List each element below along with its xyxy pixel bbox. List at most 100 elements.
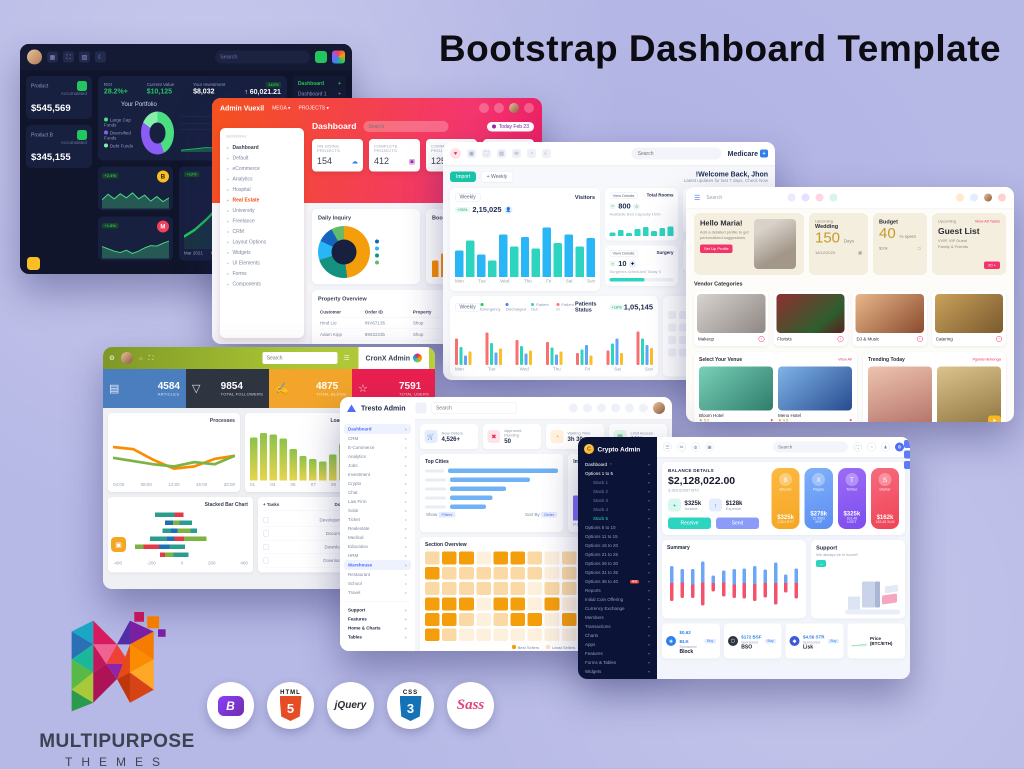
sidebar-item[interactable]: ▸ Components <box>227 281 261 288</box>
sidebar-item[interactable]: ▸ Freelance <box>227 218 255 225</box>
sidebar-item[interactable]: Options 36 to 40 Hot ▾ <box>585 579 650 584</box>
sidebar-item[interactable]: Stack 2 ▾ <box>593 489 650 494</box>
bell-icon[interactable]: ◔ <box>527 149 536 158</box>
bell-icon[interactable] <box>815 193 824 202</box>
buy-chip[interactable]: Buy <box>704 638 716 644</box>
expand-icon[interactable]: ⛶ <box>482 149 491 158</box>
send-button[interactable]: Send <box>716 517 759 529</box>
search-icon[interactable]: ○ <box>138 354 143 362</box>
expand-icon[interactable]: ⛶ <box>853 442 862 452</box>
sidebar-item[interactable]: Initial Coin Offering ▾ <box>585 597 650 602</box>
sidebar-item[interactable]: ▸ Dashboard <box>227 145 259 151</box>
search-input[interactable] <box>773 441 848 453</box>
sidebar-item[interactable]: ▸ CRM <box>227 229 244 235</box>
coin-card[interactable]: X Ripple $278k 12.5962 XRP <box>804 468 833 529</box>
vendor-card[interactable]: DJ & Music › <box>852 291 927 346</box>
brand[interactable]: CronX Admin <box>358 347 429 369</box>
sidebar-item[interactable]: Ticket ▸ <box>348 517 407 522</box>
stat-card[interactable]: ▤ 4584 ARTICLES <box>103 369 186 408</box>
sidebar-section[interactable]: Tables ▸ <box>348 634 407 640</box>
view-details-link[interactable]: View Details <box>609 192 638 199</box>
view-all-tasks-link[interactable]: View All Tasks <box>974 219 1000 224</box>
moon-icon[interactable] <box>569 403 578 413</box>
sidebar-item[interactable]: Warehouse ▸ <box>344 560 411 570</box>
sidebar-section[interactable]: Home & Charts ▸ <box>348 625 407 631</box>
coin-card[interactable]: S Stellar $162k 163.48 XLM <box>870 468 899 529</box>
chat-icon[interactable] <box>597 403 606 413</box>
stat-card[interactable]: ✖ Approved Pending 50 <box>483 424 541 449</box>
brand[interactable]: C Crypto Admin <box>578 442 657 460</box>
sidebar-item[interactable]: Options 31 to 35 ▾ <box>585 570 650 575</box>
sidebar-item[interactable]: ▸ Default <box>227 155 249 162</box>
gear-icon[interactable] <box>524 103 534 113</box>
stat-card[interactable]: ▽ 9854 TOTAL FOLLOWERS <box>186 369 269 408</box>
stat-card[interactable]: ON GOING PROJECTS 154 ☁ <box>312 139 363 172</box>
sidebar-item[interactable]: Stack 4 ▾ <box>593 507 650 512</box>
grid-icon[interactable] <box>970 193 978 202</box>
sidebar-item[interactable]: Dashboard * ▾ <box>585 462 650 467</box>
flag-icon[interactable]: ▨ <box>79 51 90 63</box>
sidebar-item[interactable]: School ▸ <box>348 581 407 586</box>
chat-icon[interactable]: ✉ <box>677 442 686 452</box>
sidebar-item[interactable]: Dashboard + <box>297 81 341 87</box>
sidebar-item[interactable]: HRM ▸ <box>348 553 407 558</box>
sidebar-section[interactable]: Features ▸ <box>348 616 407 622</box>
flag-icon[interactable]: ▨ <box>497 149 506 158</box>
search-input[interactable]: Search <box>706 194 723 201</box>
search-input[interactable] <box>631 147 722 160</box>
weekly-chip[interactable]: Weekly <box>455 193 481 202</box>
avatar[interactable] <box>120 352 133 364</box>
view-details-link[interactable]: View Details <box>609 250 638 257</box>
checkbox[interactable] <box>262 517 269 523</box>
weekly-chip[interactable]: Weekly <box>455 302 481 312</box>
sidebar-item[interactable]: ▸ Layout Options <box>227 239 267 246</box>
avatar[interactable] <box>509 103 519 113</box>
sidebar-item[interactable]: Education ▸ <box>348 544 407 549</box>
flag-icon[interactable] <box>611 403 620 413</box>
search-input[interactable]: Search <box>215 50 310 64</box>
sidebar-item[interactable]: Analytics ▸ <box>348 454 407 459</box>
chat-icon[interactable] <box>801 193 810 202</box>
checkbox[interactable] <box>262 544 269 550</box>
share-button[interactable]: ➤ <box>988 415 1001 422</box>
import-button[interactable]: Import <box>450 171 477 182</box>
menu-icon[interactable]: ☰ <box>663 442 672 452</box>
bell-icon[interactable] <box>494 103 504 113</box>
coin-footer-card[interactable]: ⬡ $172 BSF Sponsored BSO Buy <box>723 623 782 659</box>
arrow-icon[interactable]: › <box>916 336 923 342</box>
setup-profile-button[interactable]: Set Up Profile <box>700 244 733 254</box>
sidebar-item[interactable]: Chat ▸ <box>348 490 407 495</box>
globe-icon[interactable]: ◍ <box>691 442 700 452</box>
sidebar-item[interactable]: Travel ▸ <box>348 590 407 595</box>
gold-icon[interactable] <box>942 194 950 202</box>
gear-icon[interactable]: ⚙ <box>895 442 904 452</box>
menu-icon[interactable]: ☰ <box>343 354 350 362</box>
menu-mega[interactable]: MEGA ▾ <box>272 105 291 111</box>
sidebar-item[interactable]: ▸ Analytics <box>227 176 253 183</box>
sidebar-item[interactable]: Law Firm ▸ <box>348 499 407 504</box>
expand-icon[interactable]: ⛶ <box>148 354 154 362</box>
grid-icon[interactable]: ▦ <box>467 149 476 158</box>
coin-footer-card[interactable]: ◈ $0.62 BLK Sponsored Block Buy <box>662 623 720 659</box>
checkbox[interactable] <box>262 530 269 537</box>
sidebar-item[interactable]: Stack 3 ▾ <box>593 498 650 503</box>
weekly-button[interactable]: + Weekly <box>481 170 513 183</box>
hotel-card[interactable]: Meno Hotel ★ 4.5 ♥ <box>777 366 852 422</box>
menu-icon[interactable]: ☰ <box>694 193 701 202</box>
add-task-button[interactable]: + Tasks <box>262 502 280 507</box>
sidebar-item[interactable]: ▸ eCommerce <box>227 166 260 172</box>
sidebar-item[interactable]: Options 16 to 20 ▾ <box>585 543 650 548</box>
sidebar-item[interactable]: Options 11 to 15 ▾ <box>585 534 650 539</box>
sidebar-item[interactable]: Crypto ▸ <box>348 481 407 486</box>
sidebar-item[interactable]: CRM ▸ <box>348 436 407 441</box>
sidebar-item[interactable]: Currency Exchange ▾ <box>585 606 650 611</box>
sort-chip[interactable]: Order <box>540 512 558 518</box>
sidebar-item[interactable]: Restaurant ▸ <box>348 572 407 577</box>
sidebar-item[interactable]: Reports ▾ <box>585 588 650 593</box>
stat-card[interactable]: ✍ 4875 TOTAL BLOGS <box>269 369 352 408</box>
customizer-buttons[interactable] <box>904 440 910 469</box>
expand-icon[interactable] <box>625 403 634 413</box>
sidebar-item[interactable]: Charts ▾ <box>585 633 650 638</box>
product-card[interactable]: Product B Accumulated $345,155 <box>26 125 92 168</box>
vendor-card[interactable]: Makeup › <box>694 291 769 346</box>
